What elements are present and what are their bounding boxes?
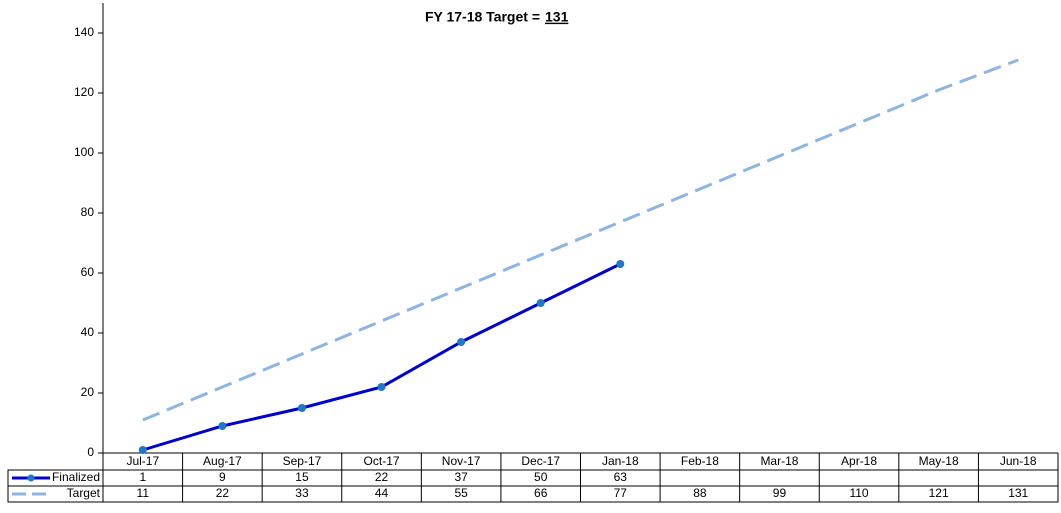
table-value: 22 <box>216 486 230 500</box>
y-tick-label: 0 <box>87 445 94 459</box>
table-value: 37 <box>454 470 468 484</box>
x-tick-label: Jan-18 <box>602 454 639 468</box>
table-value: 22 <box>375 470 389 484</box>
table-value: 33 <box>295 486 309 500</box>
y-tick-label: 40 <box>81 325 95 339</box>
x-tick-label: Apr-18 <box>841 454 877 468</box>
series-point <box>297 404 306 412</box>
series-point <box>536 299 545 307</box>
series-point <box>616 260 625 268</box>
table-value: 121 <box>929 486 949 500</box>
table-value: 11 <box>137 486 150 500</box>
y-tick-label: 60 <box>81 265 95 279</box>
y-tick-label: 80 <box>81 205 95 219</box>
chart-title-highlight: 131 <box>545 9 569 25</box>
table-value: 99 <box>773 486 787 500</box>
legend-marker <box>27 474 35 482</box>
x-tick-label: Dec-17 <box>521 454 560 468</box>
series-point <box>138 446 147 454</box>
y-tick-label: 120 <box>74 85 94 99</box>
table-value: 131 <box>1008 486 1028 500</box>
table-value: 44 <box>375 486 389 500</box>
y-tick-label: 20 <box>81 385 95 399</box>
y-tick-label: 140 <box>74 25 94 39</box>
legend-label: Finalized <box>52 470 100 484</box>
chart-title: FY 17-18 Target = <box>425 9 540 25</box>
x-tick-label: Aug-17 <box>203 454 242 468</box>
x-tick-label: May-18 <box>919 454 959 468</box>
table-value: 110 <box>849 486 868 500</box>
y-tick-label: 100 <box>74 145 94 159</box>
series-line <box>142 262 621 452</box>
table-value: 15 <box>295 470 309 484</box>
table-value: 88 <box>693 486 707 500</box>
series-point <box>457 338 466 346</box>
table-value: 63 <box>614 470 628 484</box>
legend-label: Target <box>67 486 101 500</box>
table-value: 1 <box>139 470 146 484</box>
table-value: 66 <box>534 486 548 500</box>
table-value: 77 <box>614 486 628 500</box>
table-value: 55 <box>454 486 468 500</box>
table-value: 50 <box>534 470 548 484</box>
series-line <box>142 58 1019 422</box>
x-tick-label: Mar-18 <box>760 454 798 468</box>
x-tick-label: Feb-18 <box>681 454 719 468</box>
x-tick-label: Jun-18 <box>1000 454 1037 468</box>
x-tick-label: Oct-17 <box>364 454 400 468</box>
x-tick-label: Jul-17 <box>126 454 159 468</box>
table-value: 9 <box>219 470 226 484</box>
series-point <box>377 383 386 391</box>
series-point <box>218 422 227 430</box>
x-tick-label: Sep-17 <box>283 454 322 468</box>
x-tick-label: Nov-17 <box>442 454 481 468</box>
